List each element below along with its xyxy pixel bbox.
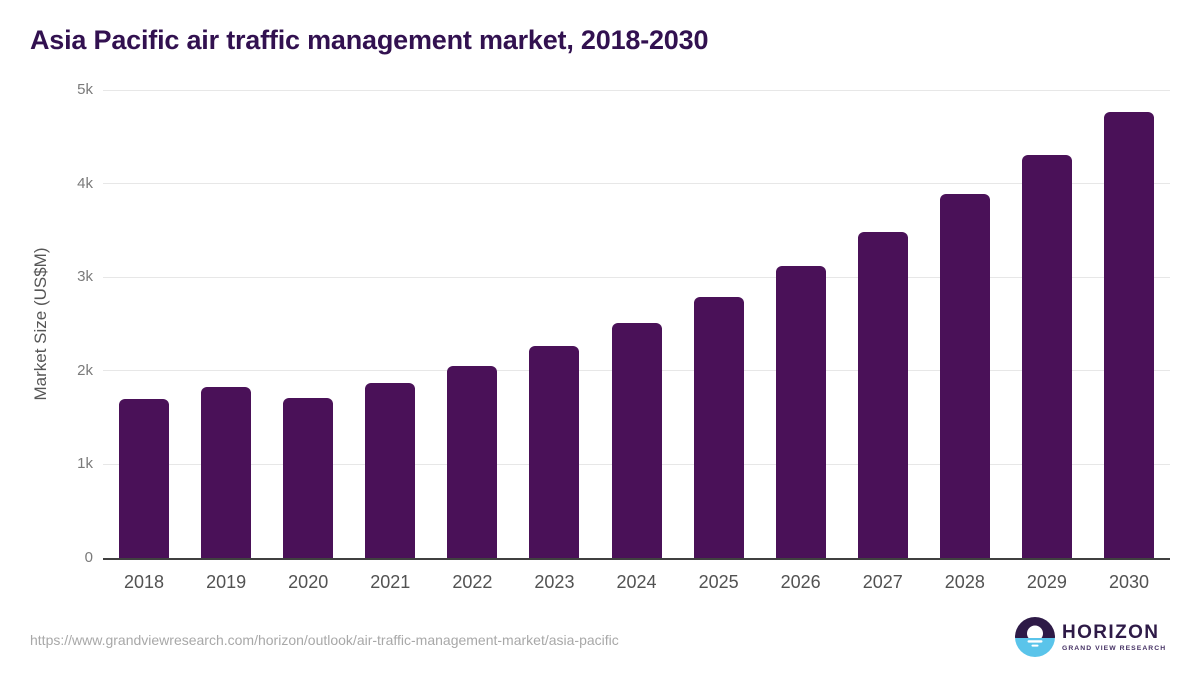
bar-layer bbox=[103, 90, 1170, 558]
horizon-sun-over-water-icon bbox=[1015, 617, 1055, 657]
x-tick-label-2028: 2028 bbox=[944, 572, 985, 592]
x-tick-label-2027: 2027 bbox=[862, 572, 903, 592]
bar-slot-2021 bbox=[349, 90, 431, 558]
y-tick-label-5k: 5k bbox=[77, 81, 93, 98]
x-tick-label-2018: 2018 bbox=[124, 572, 165, 592]
bar-slot-2030 bbox=[1088, 90, 1170, 558]
x-tick-label-2022: 2022 bbox=[452, 572, 493, 592]
x-tick-label-2019: 2019 bbox=[206, 572, 247, 592]
gridline-5k bbox=[103, 89, 1170, 91]
bar-2025[interactable] bbox=[693, 296, 744, 558]
bar-slot-2019 bbox=[185, 90, 267, 558]
bar-2024[interactable] bbox=[611, 323, 662, 558]
chart-plot bbox=[103, 89, 1170, 560]
y-tick-label-1k: 1k bbox=[77, 455, 93, 473]
y-tick-label-3k: 3k bbox=[77, 268, 93, 286]
bar-slot-2022 bbox=[431, 90, 513, 558]
bar-2023[interactable] bbox=[529, 346, 580, 558]
gridline-3k bbox=[103, 276, 1170, 278]
source-url: https://www.grandviewresearch.com/horizo… bbox=[30, 632, 619, 648]
x-tick-label-2024: 2024 bbox=[616, 572, 657, 592]
bar-2029[interactable] bbox=[1021, 155, 1072, 558]
x-tick-label-2029: 2029 bbox=[1026, 572, 1067, 592]
bar-2030[interactable] bbox=[1103, 111, 1154, 558]
horizon-logo: HORIZON GRAND VIEW RESEARCH bbox=[1015, 616, 1166, 658]
bar-slot-2027 bbox=[842, 90, 924, 558]
y-tick-label-0: 0 bbox=[84, 549, 93, 566]
logo-text: HORIZON GRAND VIEW RESEARCH bbox=[1062, 623, 1166, 652]
bar-slot-2029 bbox=[1006, 90, 1088, 558]
y-tick-labels: 0 1k 2k 3k 4k 5k bbox=[0, 81, 93, 566]
logo-tagline: GRAND VIEW RESEARCH bbox=[1062, 644, 1167, 652]
bar-2019[interactable] bbox=[201, 387, 252, 558]
x-tick-label-2021: 2021 bbox=[370, 572, 411, 592]
bar-slot-2023 bbox=[513, 90, 595, 558]
bar-2028[interactable] bbox=[939, 193, 990, 558]
bar-2027[interactable] bbox=[857, 231, 908, 558]
bar-2020[interactable] bbox=[283, 398, 334, 558]
bar-slot-2020 bbox=[267, 90, 349, 558]
bar-slot-2026 bbox=[760, 90, 842, 558]
x-tick-label-2023: 2023 bbox=[534, 572, 575, 592]
x-tick-label-2020: 2020 bbox=[288, 572, 329, 592]
bar-slot-2028 bbox=[924, 90, 1006, 558]
bar-2026[interactable] bbox=[775, 265, 826, 558]
bar-2018[interactable] bbox=[119, 398, 170, 558]
x-tick-label-2026: 2026 bbox=[780, 572, 821, 592]
chart-title: Asia Pacific air traffic management mark… bbox=[30, 25, 709, 55]
logo-name: HORIZON bbox=[1062, 621, 1160, 643]
bar-slot-2024 bbox=[595, 90, 677, 558]
y-tick-label-4k: 4k bbox=[77, 174, 93, 192]
bar-2022[interactable] bbox=[447, 366, 498, 558]
x-tick-label-2025: 2025 bbox=[698, 572, 739, 592]
bar-slot-2018 bbox=[103, 90, 185, 558]
y-tick-label-2k: 2k bbox=[77, 361, 93, 379]
x-tick-labels: 2018 2019 2020 2021 2022 2023 2024 2025 2026 2027… bbox=[103, 572, 1170, 593]
bar-2021[interactable] bbox=[365, 382, 416, 558]
x-tick-label-2030: 2030 bbox=[1108, 572, 1149, 592]
bar-slot-2025 bbox=[678, 90, 760, 558]
gridline-4k bbox=[103, 183, 1170, 185]
